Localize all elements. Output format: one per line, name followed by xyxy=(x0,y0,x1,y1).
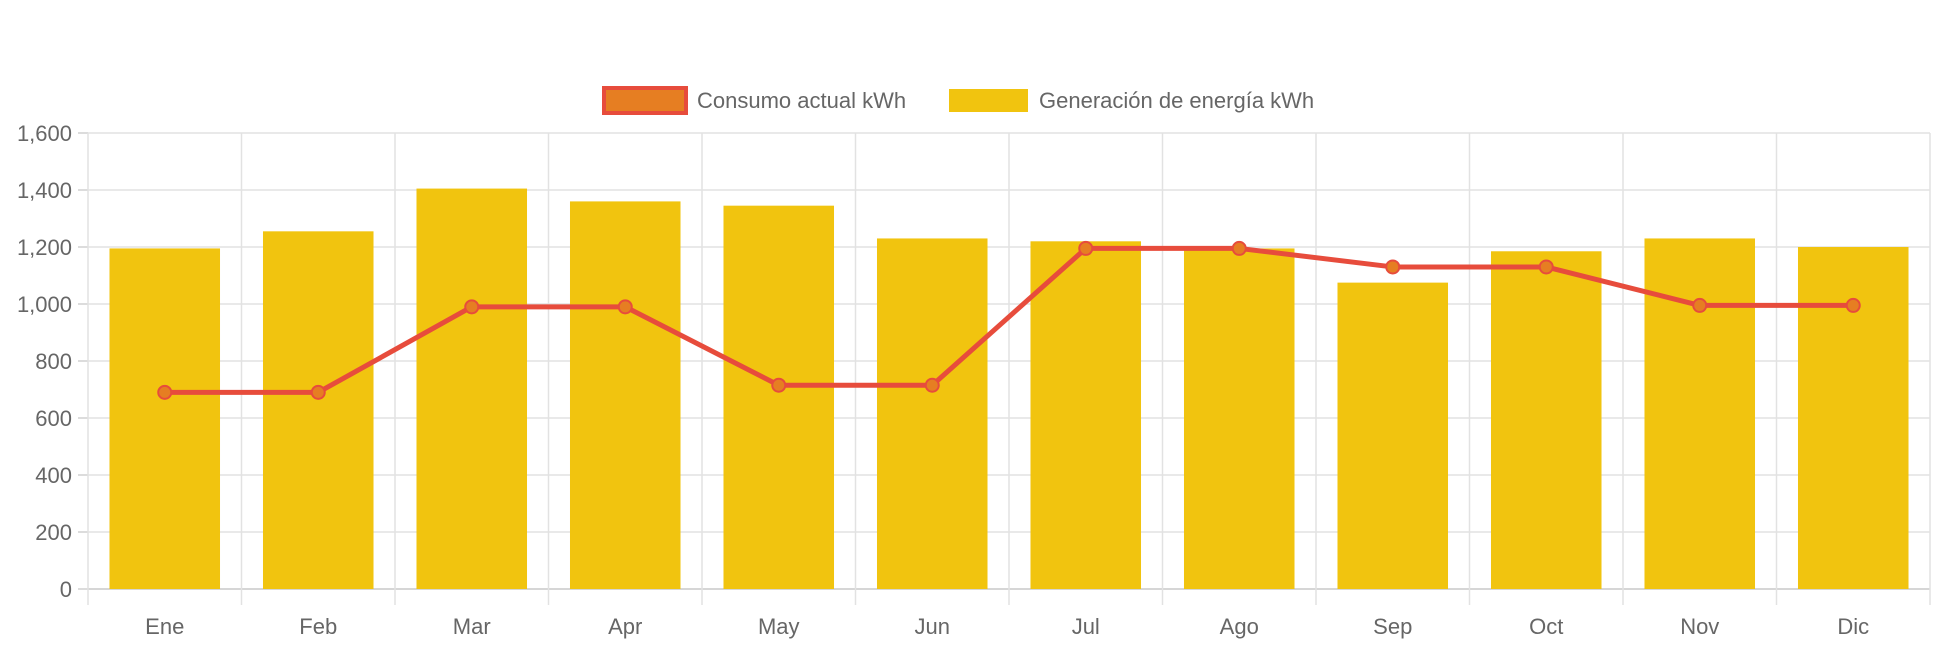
point-ago[interactable] xyxy=(1231,240,1247,256)
y-tick-label: 200 xyxy=(35,520,72,545)
x-tick-label: Feb xyxy=(299,614,337,639)
point-jul[interactable] xyxy=(1078,240,1094,256)
bar-apr[interactable] xyxy=(569,201,681,589)
x-tick-label: Jun xyxy=(915,614,950,639)
legend-swatch-consumo[interactable] xyxy=(602,86,688,115)
point-jun[interactable] xyxy=(924,377,940,393)
bar-feb[interactable] xyxy=(262,231,374,589)
y-tick-label: 1,000 xyxy=(17,292,72,317)
point-may[interactable] xyxy=(771,377,787,393)
point-nov[interactable] xyxy=(1692,297,1708,313)
bar-sep[interactable] xyxy=(1337,282,1449,589)
x-tick-label: Mar xyxy=(453,614,491,639)
y-tick-label: 0 xyxy=(60,577,72,602)
bar-ago[interactable] xyxy=(1183,248,1295,590)
point-dic[interactable] xyxy=(1845,297,1861,313)
bar-mar[interactable] xyxy=(416,188,528,589)
x-tick-label: Ene xyxy=(145,614,184,639)
legend-label-consumo[interactable]: Consumo actual kWh xyxy=(697,88,906,113)
legend-label-generacion[interactable]: Generación de energía kWh xyxy=(1039,88,1314,113)
point-mar[interactable] xyxy=(464,299,480,315)
x-tick-label: Nov xyxy=(1680,614,1719,639)
x-tick-label: May xyxy=(758,614,800,639)
point-oct[interactable] xyxy=(1538,259,1554,275)
point-sep[interactable] xyxy=(1385,259,1401,275)
legend: Consumo actual kWh Generación de energía… xyxy=(602,86,1314,115)
bar-may[interactable] xyxy=(723,205,835,590)
y-tick-label: 600 xyxy=(35,406,72,431)
point-feb[interactable] xyxy=(310,384,326,400)
consumo-line[interactable] xyxy=(162,245,1856,395)
axes: 0 200 400 600 800 1,000 1,200 1,400 1,600 Ene Feb M… xyxy=(17,121,1869,639)
x-tick-label: Oct xyxy=(1529,614,1563,639)
x-tick-label: Jul xyxy=(1072,614,1100,639)
y-tick-label: 400 xyxy=(35,463,72,488)
bar-nov[interactable] xyxy=(1644,238,1756,589)
x-tick-label: Sep xyxy=(1373,614,1412,639)
bar-ene[interactable] xyxy=(109,248,221,590)
y-tick-label: 1,400 xyxy=(17,178,72,203)
point-apr[interactable] xyxy=(617,299,633,315)
bar-oct[interactable] xyxy=(1490,251,1602,589)
grid xyxy=(78,132,1931,605)
x-tick-label: Dic xyxy=(1837,614,1869,639)
x-tick-label: Ago xyxy=(1220,614,1259,639)
y-tick-label: 1,200 xyxy=(17,235,72,260)
y-tick-label: 1,600 xyxy=(17,121,72,146)
bar-jul[interactable] xyxy=(1030,241,1142,590)
y-tick-label: 800 xyxy=(35,349,72,374)
x-tick-label: Apr xyxy=(608,614,642,639)
legend-swatch-generacion[interactable] xyxy=(949,89,1028,112)
bar-jun[interactable] xyxy=(876,238,988,589)
line-series-consumo xyxy=(157,240,1861,400)
point-ene[interactable] xyxy=(157,384,173,400)
